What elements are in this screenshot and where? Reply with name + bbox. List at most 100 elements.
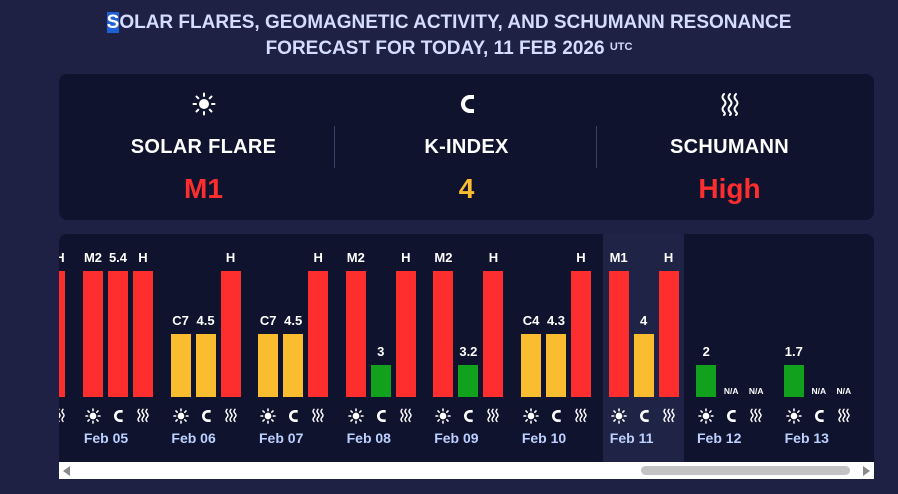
k-index-value-label: 1.7 bbox=[784, 344, 803, 359]
flare-na-label: N/A bbox=[811, 386, 827, 396]
flare-bar bbox=[170, 334, 191, 397]
flare-value-label: M2 bbox=[83, 250, 103, 265]
wave-icon bbox=[398, 408, 414, 424]
magnet-icon bbox=[198, 408, 214, 424]
schumann-value-label: H bbox=[663, 250, 674, 265]
date-label: Feb 12 bbox=[697, 430, 742, 446]
schumann-value-label: H bbox=[401, 250, 411, 265]
title-line-1-rest: OLAR FLARES, GEOMAGNETIC ACTIVITY, AND S… bbox=[119, 12, 792, 33]
flare-bar bbox=[83, 271, 103, 397]
wave-icon bbox=[661, 408, 677, 424]
wave-icon bbox=[748, 408, 764, 424]
k-index-summary: K-INDEX 4 bbox=[331, 74, 602, 220]
schumann-bar bbox=[395, 271, 416, 397]
forecast-bar-chart[interactable]: H M2 5.4 H Feb 05 C7 4.5 H Feb 06 C7 4.5 H Feb 07 M2… bbox=[59, 234, 874, 462]
magnet-icon bbox=[811, 408, 827, 424]
schumann-value-label: H bbox=[313, 250, 323, 265]
schumann-label: SCHUMANN bbox=[669, 136, 790, 158]
magnet-icon bbox=[548, 408, 564, 424]
flare-value-label: M2 bbox=[346, 250, 365, 265]
magnet-icon bbox=[636, 408, 652, 424]
k-index-bar bbox=[108, 271, 128, 397]
date-label: Feb 06 bbox=[171, 430, 216, 446]
wave-icon bbox=[135, 408, 151, 424]
sun-icon bbox=[347, 408, 364, 424]
schumann-bar bbox=[571, 271, 591, 397]
k-index-value-label: 3 bbox=[377, 344, 385, 359]
wave-icon bbox=[594, 92, 865, 116]
k-index-bar bbox=[283, 334, 304, 397]
k-index-bar bbox=[633, 334, 654, 397]
partial-bar-label: H bbox=[59, 250, 65, 265]
k-index-value-label: 4.3 bbox=[546, 313, 566, 328]
sun-icon bbox=[172, 408, 189, 424]
schumann-value-label: H bbox=[225, 250, 236, 265]
wave-icon bbox=[310, 408, 326, 424]
k-index-value-label: 4.5 bbox=[284, 313, 303, 328]
k-index-bar bbox=[696, 365, 717, 397]
schumann-bar bbox=[658, 271, 679, 397]
flare-bar bbox=[521, 334, 541, 397]
k-index-value-label: 4 bbox=[639, 313, 648, 328]
date-label: Feb 07 bbox=[259, 430, 304, 446]
divider bbox=[334, 126, 335, 168]
title-utc: UTC bbox=[609, 41, 633, 53]
flare-value-label: C7 bbox=[259, 313, 277, 328]
sun-icon bbox=[68, 92, 339, 116]
magnet-icon bbox=[460, 408, 476, 424]
flare-bar bbox=[258, 334, 279, 397]
k-index-value-label: 4.5 bbox=[196, 313, 215, 328]
wave-icon bbox=[59, 408, 67, 424]
title-line-1: SOLAR FLARES, GEOMAGNETIC ACTIVITY, AND … bbox=[0, 10, 898, 36]
flare-value-label: M1 bbox=[609, 250, 628, 265]
date-label: Feb 11 bbox=[609, 430, 654, 446]
sun-icon bbox=[610, 408, 627, 424]
sun-icon bbox=[85, 408, 101, 424]
k-index-value-label: 5.4 bbox=[108, 250, 128, 265]
schumann-bar bbox=[308, 271, 329, 397]
wave-icon bbox=[223, 408, 239, 424]
flare-na-label: N/A bbox=[723, 386, 739, 396]
flare-value-label: C4 bbox=[522, 313, 540, 328]
flare-bar bbox=[433, 271, 454, 397]
wave-icon bbox=[836, 408, 852, 424]
title-first-letter: S bbox=[106, 12, 120, 33]
flare-bar bbox=[608, 271, 629, 397]
k-index-bar bbox=[370, 365, 391, 397]
solar-flare-label: SOLAR FLARE bbox=[130, 136, 277, 158]
sun-icon bbox=[785, 408, 802, 424]
magnet-icon bbox=[110, 408, 126, 424]
forecast-summary-panel: SOLAR FLARE M1 K-INDEX 4 SCHUMANN High bbox=[59, 74, 874, 220]
k-index-value-label: 3.2 bbox=[459, 344, 478, 359]
scroll-left-arrow-icon[interactable] bbox=[63, 466, 70, 476]
sun-icon bbox=[435, 408, 452, 424]
k-index-value: 4 bbox=[458, 173, 475, 204]
schumann-na-label: N/A bbox=[748, 386, 764, 396]
scrollbar-thumb[interactable] bbox=[641, 466, 850, 475]
date-label: Feb 08 bbox=[346, 430, 391, 446]
k-index-label: K-INDEX bbox=[424, 136, 509, 158]
magnet-icon bbox=[373, 408, 389, 424]
horizontal-scrollbar[interactable] bbox=[59, 462, 874, 479]
sun-icon bbox=[523, 408, 539, 424]
magnet-icon bbox=[331, 92, 602, 116]
date-label: Feb 05 bbox=[83, 430, 129, 446]
solar-flare-value: M1 bbox=[184, 173, 223, 204]
schumann-summary: SCHUMANN High bbox=[594, 74, 865, 220]
k-index-value-label: 2 bbox=[702, 344, 710, 359]
sun-icon bbox=[260, 408, 276, 424]
schumann-bar bbox=[220, 271, 241, 397]
title-line-2-text: FORECAST FOR TODAY, 11 FEB 2026 bbox=[265, 38, 605, 59]
magnet-icon bbox=[285, 408, 301, 424]
k-index-bar bbox=[783, 365, 804, 397]
date-label: Feb 09 bbox=[434, 430, 479, 446]
schumann-value: High bbox=[698, 173, 761, 204]
date-label: Feb 13 bbox=[784, 430, 829, 446]
scroll-right-arrow-icon[interactable] bbox=[863, 466, 870, 476]
divider bbox=[596, 126, 597, 168]
flare-value-label: M2 bbox=[434, 250, 453, 265]
schumann-value-label: H bbox=[138, 250, 148, 265]
solar-flare-summary: SOLAR FLARE M1 bbox=[68, 74, 339, 220]
page-title: SOLAR FLARES, GEOMAGNETIC ACTIVITY, AND … bbox=[0, 10, 898, 62]
flare-bar bbox=[345, 271, 366, 397]
